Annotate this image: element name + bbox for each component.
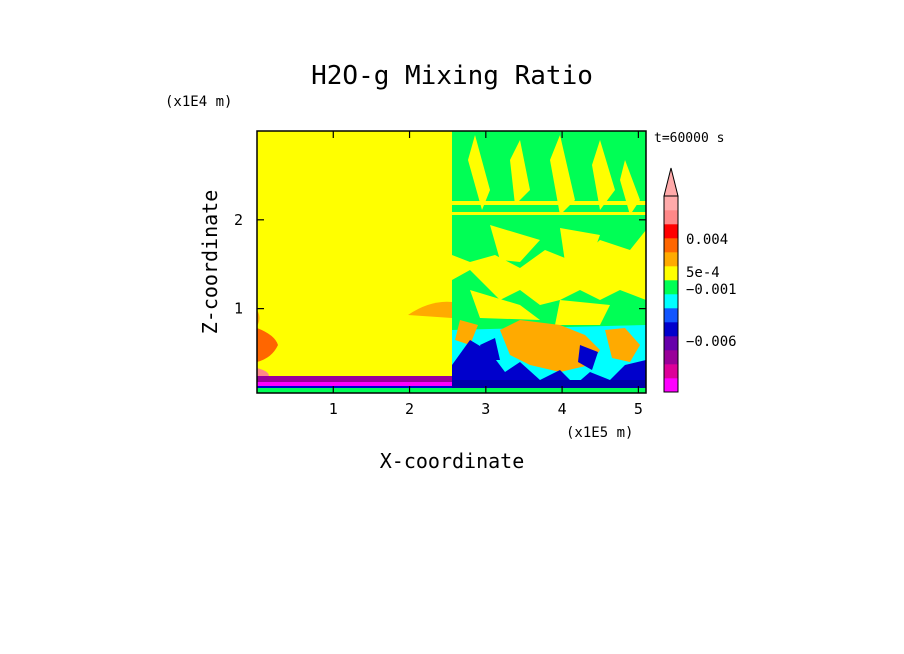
- y-axis-label: Z-coordinate: [198, 190, 222, 335]
- plot-frame: [256, 130, 647, 394]
- blue-base: [452, 338, 646, 393]
- colorbar-swatch: [664, 336, 678, 351]
- colorbar-swatch: [664, 238, 678, 253]
- colorbar-arrow: [663, 167, 679, 197]
- x-tick-label: 5: [634, 400, 643, 418]
- left-purple-band: [257, 376, 452, 388]
- colorbar-swatch: [664, 224, 678, 239]
- yellow-streaks: [452, 135, 646, 325]
- time-label: t=60000 s: [654, 131, 724, 146]
- colorbar-swatch: [664, 364, 678, 379]
- x-axis-label: X-coordinate: [380, 449, 525, 473]
- x-unit-label: (x1E5 m): [566, 425, 633, 441]
- chart-title: H2O-g Mixing Ratio: [311, 61, 593, 91]
- colorbar-label: −0.001: [686, 282, 737, 298]
- colorbar-swatch: [664, 280, 678, 295]
- y-ticks: 12: [234, 211, 646, 318]
- colorbar-swatch: [664, 378, 678, 393]
- y-unit-label: (x1E4 m): [165, 94, 232, 110]
- colorbar-swatch: [664, 294, 678, 309]
- colorbar-swatch: [664, 210, 678, 225]
- x-tick-label: 4: [558, 400, 567, 418]
- x-tick-label: 1: [329, 400, 338, 418]
- left-orange: [257, 301, 452, 378]
- green-floor: [257, 388, 646, 393]
- x-tick-label: 2: [405, 400, 414, 418]
- y-tick-label: 2: [234, 211, 243, 229]
- colorbar-label: 5e-4: [686, 265, 720, 281]
- colorbar-swatch: [664, 252, 678, 267]
- y-tick-label: 1: [234, 300, 243, 318]
- x-tick-label: 3: [481, 400, 490, 418]
- colorbar-swatch: [664, 308, 678, 323]
- colorbar-labels: 0.004 5e-4 −0.001 −0.006: [686, 232, 737, 350]
- x-ticks: 1 2 3 4 5: [329, 131, 643, 418]
- colorbar-frame: [663, 195, 679, 393]
- colorbar-swatch: [664, 322, 678, 337]
- colorbar-swatch: [664, 350, 678, 365]
- colorbar-label: −0.006: [686, 334, 737, 350]
- orange-plumes: [455, 320, 640, 372]
- colorbar-swatch: [664, 196, 678, 211]
- colorbar-label: 0.004: [686, 232, 728, 248]
- colorbar: [663, 167, 679, 393]
- colorbar-swatch: [664, 266, 678, 281]
- heatmap-field: [257, 131, 646, 393]
